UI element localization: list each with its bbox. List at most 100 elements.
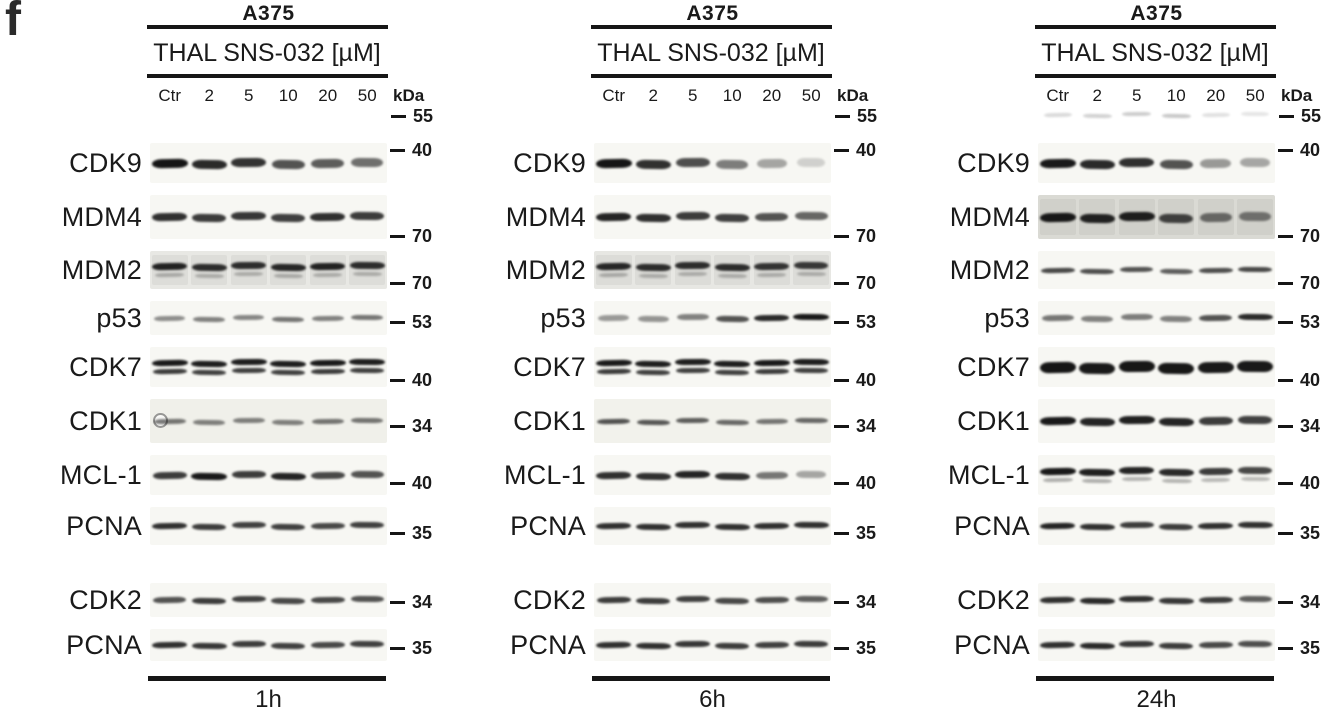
- protein-band: [271, 213, 306, 223]
- protein-band: [595, 359, 632, 367]
- kda-marker-value: 53: [412, 312, 433, 332]
- protein-band: [310, 471, 345, 479]
- blot-lane: [150, 195, 190, 239]
- kda-marker: 34: [390, 417, 432, 435]
- marker-cell: 70: [387, 208, 444, 245]
- kda-marker-value: 35: [1300, 638, 1321, 658]
- protein-band: [717, 273, 747, 279]
- protein-band: [1039, 158, 1076, 168]
- blot-lane: [190, 399, 230, 443]
- blot-lane: [1196, 399, 1236, 443]
- treatment-divider: [1035, 74, 1276, 78]
- header-divider: [147, 25, 388, 29]
- timepoint-divider: [148, 676, 386, 681]
- kda-marker: 34: [834, 593, 876, 611]
- protein-band: [350, 211, 385, 221]
- protein-band: [311, 158, 345, 168]
- blot-lane: [308, 195, 348, 239]
- protein-band: [1198, 596, 1234, 604]
- kda-marker: 40: [1278, 141, 1320, 159]
- blot-lane: [594, 399, 634, 443]
- lane-label: 5: [1132, 86, 1142, 105]
- protein-band: [596, 368, 632, 375]
- blot-row: CDK1 34: [888, 393, 1332, 449]
- kda-marker-value: 34: [412, 592, 433, 612]
- protein-band: [1200, 158, 1232, 168]
- marker-cell: 34: [387, 412, 444, 435]
- blot-lane: [1157, 110, 1197, 120]
- blot-strip: [1038, 629, 1275, 661]
- cell-line-header: A375: [686, 2, 739, 25]
- blot-strip: [1038, 143, 1275, 183]
- blot-lane: [1236, 583, 1276, 617]
- blot-lane: [269, 583, 309, 617]
- protein-band: [1198, 641, 1233, 649]
- blot-lane: [673, 347, 713, 387]
- blot-lane: [269, 251, 309, 289]
- protein-band: [1198, 267, 1233, 273]
- protein-label: p53: [96, 302, 142, 333]
- kda-marker-value: 35: [412, 523, 433, 543]
- marker-dash-icon: [834, 646, 849, 650]
- blot-lane: [229, 347, 269, 387]
- kda-marker-value: 34: [856, 416, 877, 436]
- protein-band: [754, 596, 789, 604]
- protein-band: [193, 419, 226, 425]
- protein-label: CDK2: [69, 584, 142, 615]
- protein-band: [1161, 478, 1192, 484]
- kda-marker-value: 35: [856, 523, 877, 543]
- blot-row: PCNA 35: [444, 623, 888, 667]
- blot-panel: A375 THAL SNS-032 [µM] Ctr 2 5 10 20 50 kDa 55 CDK…: [888, 0, 1332, 714]
- blot-lane: [752, 195, 792, 239]
- protein-band: [1080, 268, 1115, 274]
- protein-label: MCL-1: [59, 459, 142, 490]
- kda-marker-value: 34: [412, 416, 433, 436]
- marker-dash-icon: [390, 600, 405, 604]
- kda-marker: 70: [390, 274, 432, 292]
- protein-band: [635, 360, 672, 368]
- blot-row: CDK1 34: [0, 393, 444, 449]
- figure-panel-letter: f: [5, 0, 21, 46]
- blot-lane: [1038, 301, 1078, 335]
- protein-band: [1039, 212, 1076, 222]
- marker-cell: 40: [1275, 141, 1332, 172]
- protein-band: [715, 419, 749, 425]
- kda-marker-value: 53: [1300, 312, 1321, 332]
- protein-band: [1158, 642, 1194, 650]
- protein-band: [678, 271, 708, 277]
- protein-band: [311, 315, 344, 321]
- protein-band: [273, 273, 303, 279]
- treatment-divider: [591, 74, 832, 78]
- blot-strip: [1038, 251, 1275, 289]
- blot-row: p53 53: [0, 295, 444, 341]
- blot-lane: [150, 455, 190, 495]
- blot-lane: [1117, 251, 1157, 289]
- protein-band: [1040, 641, 1076, 649]
- marker-dash-icon: [390, 281, 405, 285]
- blot-strip: [150, 399, 387, 443]
- protein-band: [1240, 157, 1271, 167]
- blot-strip: [150, 251, 387, 289]
- protein-band: [191, 472, 228, 480]
- blot-lane: [792, 195, 832, 239]
- protein-band: [313, 272, 343, 278]
- blot-lane: [1236, 347, 1276, 387]
- marker-dash-icon: [834, 481, 849, 485]
- protein-label: CDK9: [957, 147, 1030, 178]
- protein-band: [1039, 522, 1076, 530]
- blot-row: CDK1 34: [444, 393, 888, 449]
- blot-strip: [594, 399, 831, 443]
- protein-band: [637, 315, 669, 323]
- protein-band: [153, 418, 186, 424]
- protein-band: [271, 369, 306, 376]
- blot-lane: [308, 251, 348, 289]
- blot-lane: [348, 399, 388, 443]
- blot-lane: [1038, 143, 1078, 183]
- blot-lane: [1117, 143, 1157, 183]
- protein-band: [1161, 113, 1191, 119]
- protein-label: MCL-1: [947, 459, 1030, 490]
- protein-band: [191, 263, 227, 272]
- blot-lane: [594, 251, 634, 289]
- kda-marker-value: 40: [856, 370, 877, 390]
- protein-band: [1040, 596, 1076, 604]
